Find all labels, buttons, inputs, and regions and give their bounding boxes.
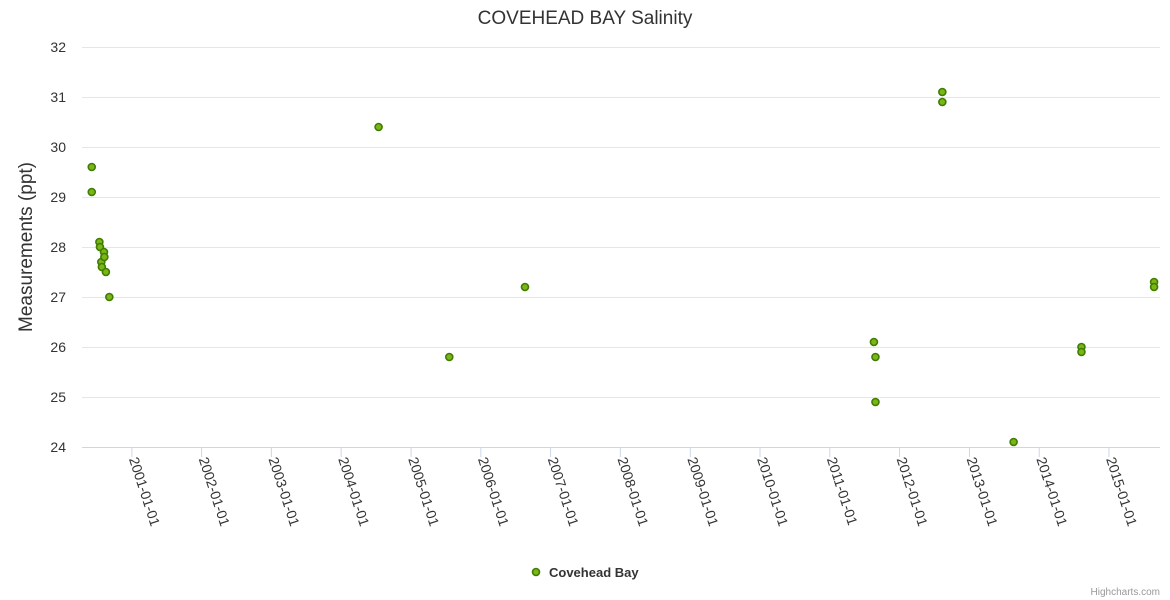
data-point[interactable] [374,122,383,132]
data-point[interactable] [871,352,880,362]
chart-title: COVEHEAD BAY Salinity [478,8,693,29]
y-tick-label: 32 [50,39,66,55]
data-point[interactable] [1009,437,1018,447]
y-tick-label: 28 [50,239,66,255]
legend[interactable]: Covehead Bay [531,565,640,580]
data-point[interactable] [87,187,97,197]
x-tick-label: 2012-01-01 [894,455,931,528]
credits-text[interactable]: Highcharts.com [1091,587,1160,598]
x-tick-label: 2010-01-01 [754,455,791,528]
x-tick-label: 2008-01-01 [614,455,651,528]
y-tick-label: 25 [50,389,66,405]
legend-marker [531,567,541,577]
data-point[interactable] [444,352,454,362]
y-axis-label: Measurements (ppt) [16,162,37,332]
x-tick-label: 2005-01-01 [405,455,442,528]
data-point[interactable] [871,397,880,407]
x-tick-label: 2011-01-01 [824,455,861,527]
x-tick-label: 2015-01-01 [1103,455,1140,528]
data-point[interactable] [520,282,530,292]
covehead-bay-series [87,87,1159,447]
x-tick-label: 2007-01-01 [545,455,582,528]
data-point[interactable] [105,292,114,302]
y-tick-label: 27 [50,289,66,305]
y-tick-label: 31 [50,89,66,105]
y-gridlines [82,47,1160,448]
x-tick-label: 2013-01-01 [964,455,1001,528]
y-tick-label: 26 [50,339,66,355]
x-tick-label: 2014-01-01 [1033,455,1070,528]
data-point[interactable] [101,267,111,277]
data-point[interactable] [100,252,109,262]
y-tick-label: 30 [50,139,66,155]
y-tick-label: 29 [50,189,66,205]
x-tick-label: 2002-01-01 [196,455,233,528]
data-point[interactable] [938,87,947,97]
data-point[interactable] [87,162,97,172]
x-tick-label: 2004-01-01 [335,455,372,528]
data-point[interactable] [1077,347,1086,357]
y-tick-labels: 24 25 26 27 28 29 30 31 32 [50,39,66,455]
x-tick-label: 2006-01-01 [475,455,512,528]
legend-label-covehead-bay: Covehead Bay [549,565,639,580]
data-point[interactable] [869,337,879,347]
x-tick-label: 2001-01-01 [126,455,163,528]
data-point[interactable] [938,97,947,107]
data-point[interactable] [1149,282,1159,292]
x-tick-labels: 2001-01-01 2002-01-01 2003-01-01 2004-01-01… [126,447,1141,528]
x-tick-label: 2009-01-01 [684,455,721,528]
x-tick-label: 2003-01-01 [266,455,303,528]
y-tick-label: 24 [50,439,66,455]
